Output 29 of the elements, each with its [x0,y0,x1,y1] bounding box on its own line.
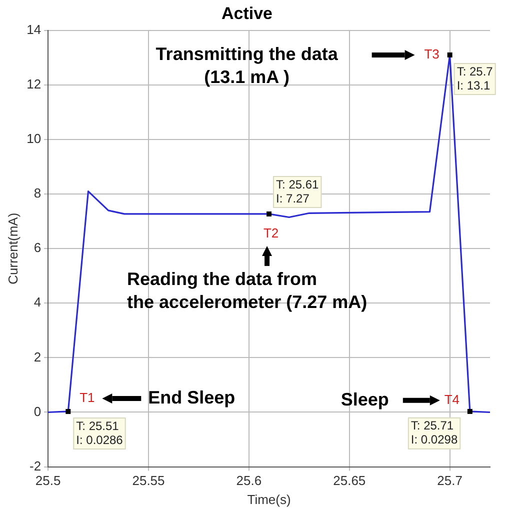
y-tick-label: 12 [26,76,42,92]
y-tick-label: -2 [29,458,42,474]
y-tick-label: 10 [26,131,42,146]
annotation: Reading the data from the accelerometer (7.27 mA) [127,268,368,312]
y-tick-label: 0 [34,404,42,419]
y-tick-label: 8 [34,186,42,201]
y-tick-label: 2 [34,349,42,364]
x-tick-label: 25.6 [236,473,262,488]
annotation: T4 [444,392,460,408]
annotation: T: 25.71 I: 0.0298 [410,418,458,447]
chart-title: Active [221,4,273,23]
annotation: T3 [424,46,440,62]
x-tick-label: 25.7 [437,473,462,488]
y-axis-title: Current(mA) [5,212,20,284]
annotation: Transmitting the data (13.1 mA ) [156,44,339,87]
annotation: T2 [263,226,279,241]
annotation: T1 [80,390,95,406]
annotation: T: 25.7 I: 13.1 [456,64,494,92]
y-tick-label: 6 [34,240,42,256]
x-axis-title: Time(s) [247,492,291,507]
annotation: T: 25.61 I: 7.27 [276,177,320,206]
x-tick-label: 25.55 [132,473,165,488]
annotation: T: 25.51 I: 0.0286 [76,418,124,447]
x-tick-label: 25.65 [333,473,366,488]
annotation: End Sleep [148,387,236,408]
annotation: Sleep [340,389,389,410]
x-tick-label: 25.5 [35,473,61,488]
y-tick-label: 14 [26,22,42,37]
y-tick-label: 4 [34,294,42,310]
